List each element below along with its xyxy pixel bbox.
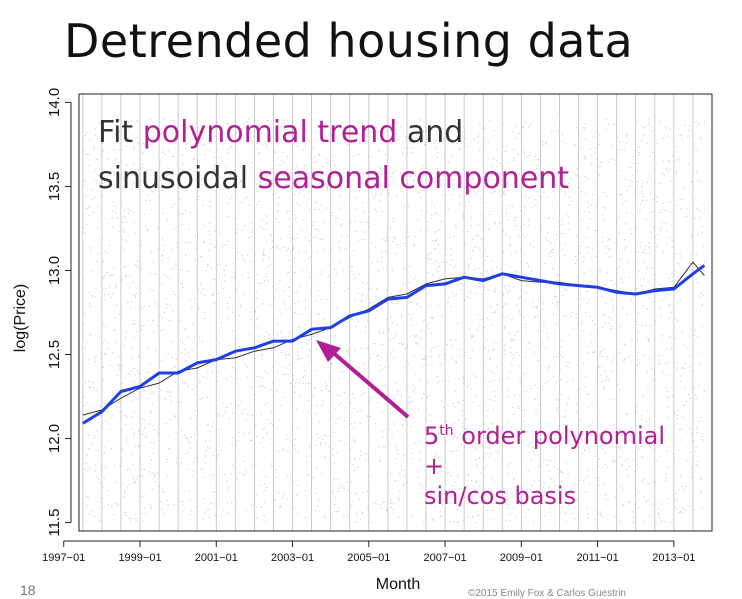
fit-line-1: Fit polynomial trend and [98, 110, 569, 156]
basis-line-3: sin/cos basis [424, 482, 577, 510]
x-tick-label: 2003−01 [271, 552, 314, 564]
x-axis-title: Month [376, 576, 420, 593]
y-tick-label: 11.5 [46, 509, 63, 537]
x-axis: 1997−01 1999−01 2001−01 2003−01 2005−01 2007−… [42, 540, 695, 564]
x-tick-label: 2007−01 [424, 552, 467, 564]
y-tick-label: 12.0 [46, 424, 63, 453]
callout-arrow [316, 340, 410, 419]
basis-order-suffix: th [439, 423, 454, 439]
fit-text-seasonal-component: seasonal component [257, 161, 570, 196]
plot-frame [78, 93, 713, 532]
y-tick-label: 13.5 [46, 172, 63, 201]
basis-order-number: 5 [424, 422, 440, 450]
x-tick-label: 1999−01 [118, 552, 161, 564]
x-tick-label: 2011−01 [576, 552, 618, 564]
fit-text-polynomial-trend: polynomial trend [142, 115, 398, 150]
fit-line-2: sinusoidal seasonal component [98, 156, 569, 202]
x-tick-label: 1997−01 [42, 552, 85, 564]
x-tick-label: 2005−01 [347, 552, 390, 564]
series-layer [82, 261, 706, 425]
x-tick-label: 2001−01 [195, 552, 238, 564]
fit-text-sinusoidal: sinusoidal [98, 161, 258, 196]
fit-series-line [82, 264, 706, 425]
copyright-text: ©2015 Emily Fox & Carlos Guestrin [468, 588, 626, 599]
fit-annotation: Fit polynomial trend and sinusoidal seas… [98, 110, 569, 202]
basis-annotation: 5th order polynomial + sin/cos basis [424, 416, 665, 511]
fit-text-and: and [397, 115, 464, 150]
y-tick-label: 14.0 [46, 88, 63, 117]
y-tick-label: 12.5 [46, 340, 63, 369]
basis-line-1: 5th order polynomial [424, 416, 665, 451]
basis-line-2: + [424, 452, 445, 480]
y-axis: 11.5 12.0 12.5 13.0 13.5 14.0 [46, 88, 72, 537]
y-tick-label: 13.0 [46, 256, 63, 285]
x-tick-label: 2009−01 [500, 552, 543, 564]
slide-title: Detrended housing data [64, 14, 634, 68]
x-tick-label: 2013−01 [652, 552, 695, 564]
y-axis-title: log(Price) [12, 284, 29, 352]
slide-number: 18 [20, 582, 36, 598]
vertical-grid [82, 94, 713, 531]
basis-polynomial-text: order polynomial [453, 422, 666, 450]
fit-text-a: Fit [98, 115, 143, 150]
